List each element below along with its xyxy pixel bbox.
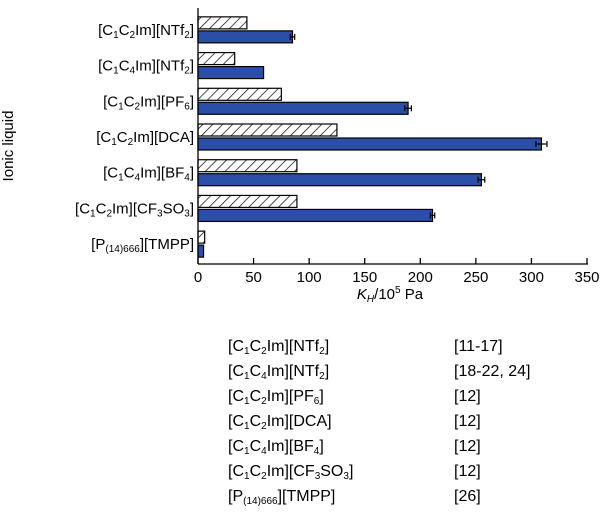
reference-citation: [18-22, 24] bbox=[454, 363, 531, 380]
x-tick-label-200: 200 bbox=[408, 269, 433, 286]
reference-table: [C1C2Im][NTf2] [11-17] [C1C4Im][NTf2] [18-2… bbox=[228, 334, 531, 509]
solid-bar-5 bbox=[197, 173, 483, 187]
ionic-liquid-name: [C1C2Im][DCA] bbox=[228, 413, 332, 432]
ionic-liquid-name: [C1C2Im][CF3SO3] bbox=[228, 463, 354, 482]
category-label-2: [C1C4Im][NTf2] bbox=[98, 58, 194, 77]
reference-citation: [12] bbox=[454, 438, 481, 455]
x-tick-label-350: 350 bbox=[574, 269, 599, 286]
hatched-bar-4 bbox=[197, 123, 338, 137]
category-label-3: [C1C2Im][PF6] bbox=[103, 93, 194, 112]
ionic-liquid-name: [C1C2Im][NTf2] bbox=[228, 338, 330, 357]
error-bar-3 bbox=[404, 105, 412, 112]
solid-bar-2 bbox=[197, 65, 265, 80]
error-bar-5 bbox=[477, 176, 486, 183]
hatched-bar-2 bbox=[197, 51, 236, 66]
reference-row: [C1C2Im][PF6] [12] bbox=[228, 384, 531, 409]
ionic-liquid-name: [C1C4Im][NTf2] bbox=[228, 363, 330, 382]
solid-bar-7 bbox=[197, 244, 205, 258]
ionic-liquid-name: [C1C4Im][BF4] bbox=[228, 438, 324, 457]
bar-chart: 0 50 100 150 200 250 300 350 [C1C2Im][NTf2] [C1C… bbox=[0, 8, 600, 305]
solid-bar-3 bbox=[197, 101, 409, 115]
x-tick-label-150: 150 bbox=[352, 269, 377, 286]
x-tick-label-0: 0 bbox=[194, 269, 202, 286]
x-tick-label-50: 50 bbox=[245, 269, 262, 286]
category-label-1: [C1C2Im][NTf2] bbox=[98, 22, 194, 41]
reference-citation: [12] bbox=[454, 388, 481, 405]
reference-row: [C1C4Im][BF4] [12] bbox=[228, 434, 531, 459]
reference-row: [C1C2Im][CF3SO3] [12] bbox=[228, 459, 531, 484]
hatched-bar-3 bbox=[197, 87, 282, 101]
category-label-6: [C1C2Im][CF3SO3] bbox=[75, 200, 194, 219]
x-tick-label-100: 100 bbox=[297, 269, 322, 286]
error-bar-4 bbox=[535, 141, 548, 147]
ionic-liquid-name: [C1C2Im][PF6] bbox=[228, 388, 324, 407]
y-axis-title: Ionic liquid bbox=[0, 111, 17, 182]
reference-row: [C1C4Im][NTf2] [18-22, 24] bbox=[228, 359, 531, 384]
category-label-7: [P(14)666][TMPP] bbox=[91, 236, 194, 255]
ionic-liquid-name: [P(14)666][TMPP] bbox=[228, 488, 336, 507]
solid-bar-1 bbox=[197, 30, 294, 44]
category-label-4: [C1C2Im][DCA] bbox=[96, 129, 194, 148]
category-label-5: [C1C4Im][BF4] bbox=[103, 165, 194, 184]
x-axis-title: KH/105 Pa bbox=[357, 285, 424, 305]
reference-citation: [12] bbox=[454, 463, 481, 480]
hatched-bar-1 bbox=[197, 16, 248, 30]
reference-row: [C1C2Im][DCA] [12] bbox=[228, 409, 531, 434]
error-bar-1 bbox=[289, 33, 296, 40]
solid-bar-4 bbox=[197, 137, 543, 151]
hatched-bar-6 bbox=[197, 194, 298, 209]
x-tick-label-300: 300 bbox=[519, 269, 544, 286]
x-tick-label-250: 250 bbox=[463, 269, 488, 286]
hatched-bar-5 bbox=[197, 159, 298, 173]
reference-row: [C1C2Im][NTf2] [11-17] bbox=[228, 334, 531, 359]
reference-citation: [11-17] bbox=[454, 338, 503, 355]
hatched-bar-7 bbox=[197, 230, 206, 244]
reference-row: [P(14)666][TMPP] [26] bbox=[228, 484, 531, 509]
reference-citation: [26] bbox=[454, 488, 481, 505]
error-bar-6 bbox=[429, 212, 436, 219]
solid-bar-6 bbox=[197, 208, 434, 223]
reference-citation: [12] bbox=[454, 413, 481, 430]
